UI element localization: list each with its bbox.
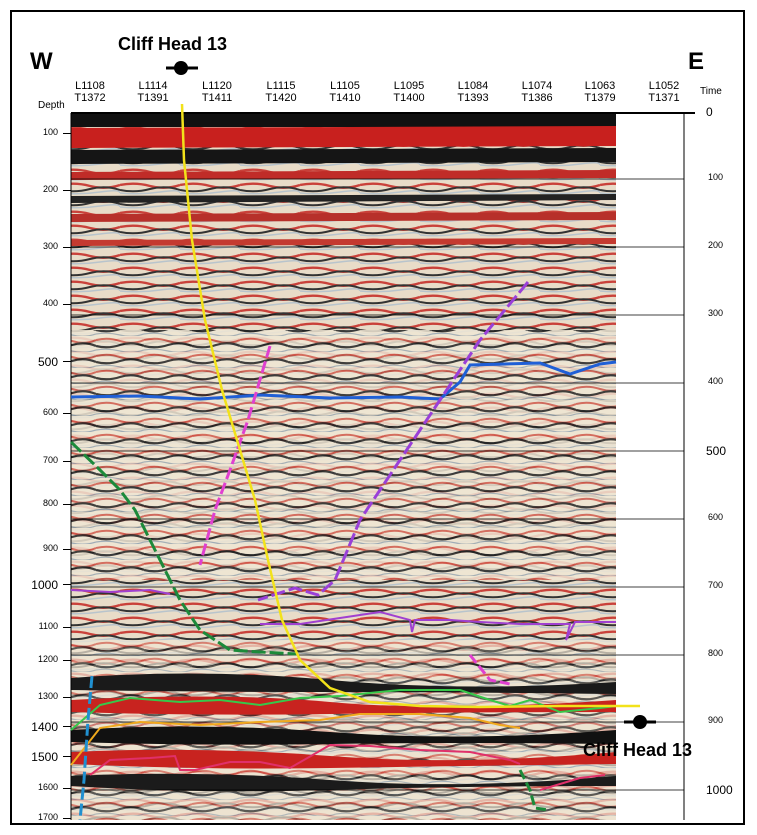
depth-tick-mark <box>63 361 71 362</box>
depth-tick-mark <box>63 697 71 698</box>
fault-pink-small <box>468 654 511 686</box>
column-trace-id: T1410 <box>329 92 361 104</box>
depth-tick-label: 1200 <box>37 654 58 664</box>
horizon-pink <box>89 743 521 776</box>
column-trace-id: T1372 <box>74 92 106 104</box>
depth-tick-mark <box>63 304 71 305</box>
fault-purple <box>257 281 530 602</box>
column-label: L1074 T1386 <box>512 80 562 104</box>
column-label: L1095 T1400 <box>384 80 434 104</box>
fault-green-small <box>518 769 549 812</box>
well-marker-bottom <box>624 715 656 729</box>
horizon-purple-2 <box>260 610 616 641</box>
depth-tick-label: 1600 <box>37 782 58 792</box>
column-trace-id: T1400 <box>393 92 425 104</box>
time-tick-label: 600 <box>708 512 724 522</box>
column-trace-id: T1386 <box>521 92 553 104</box>
blank-panel <box>616 113 684 820</box>
depth-tick-mark <box>63 660 71 661</box>
time-grid <box>71 178 684 791</box>
time-tick-label: 1000 <box>706 783 733 797</box>
depth-tick-mark <box>63 247 71 248</box>
horizon-purple-1 <box>70 588 171 595</box>
column-line-id: L1105 <box>330 80 360 92</box>
time-tick-label: 200 <box>708 240 724 250</box>
depth-tick-label: 100 <box>42 127 58 137</box>
fault-magenta <box>198 345 272 566</box>
depth-tick-mark <box>63 133 71 134</box>
horizon-orange <box>70 713 521 766</box>
column-line-id: L1095 <box>393 80 425 92</box>
time-tick-label: 0 <box>706 105 713 119</box>
depth-tick-mark <box>63 504 71 505</box>
well-label-bottom: Cliff Head 13 <box>583 740 693 760</box>
fault-green <box>69 440 297 656</box>
depth-tick-mark <box>63 788 71 789</box>
west-label: W <box>30 48 53 75</box>
depth-tick-label: 1500 <box>31 750 58 764</box>
depth-tick-mark <box>63 190 71 191</box>
column-line-id: L1063 <box>584 80 616 92</box>
time-tick-label: 700 <box>708 580 724 590</box>
depth-tick-label: 900 <box>42 543 58 553</box>
well-path <box>180 103 616 709</box>
column-label: L1114 T1391 <box>128 80 178 104</box>
east-label: E <box>688 48 705 75</box>
depth-tick-mark <box>63 413 71 414</box>
column-line-id: L1120 <box>202 80 232 92</box>
depth-tick-label: 300 <box>42 241 58 251</box>
column-label: L1115 T1420 <box>256 80 306 104</box>
column-trace-id: T1393 <box>457 92 489 104</box>
time-tick-label: 300 <box>708 308 724 318</box>
time-tick-label: 900 <box>708 715 724 725</box>
depth-tick-mark <box>63 461 71 462</box>
depth-tick-label: 1400 <box>31 720 58 734</box>
column-trace-id: T1391 <box>137 92 169 104</box>
column-label: L1052 T1371 <box>639 80 689 104</box>
fault-cyan <box>78 675 94 821</box>
depth-tick-label: 800 <box>42 498 58 508</box>
column-trace-id: T1411 <box>201 92 233 104</box>
column-label: L1120 T1411 <box>192 80 242 104</box>
depth-tick-label: 1000 <box>31 578 58 592</box>
seismic-image <box>71 113 616 820</box>
column-label: L1084 T1393 <box>448 80 498 104</box>
depth-tick-label: 600 <box>42 407 58 417</box>
depth-tick-label: 700 <box>42 455 58 465</box>
depth-tick-mark <box>63 627 71 628</box>
depth-tick-label: 200 <box>42 184 58 194</box>
depth-tick-label: 400 <box>42 298 58 308</box>
column-line-id: L1115 <box>266 80 296 92</box>
depth-axis-title: Depth <box>38 100 65 111</box>
column-line-id: L1074 <box>521 80 553 92</box>
depth-tick-label: 1300 <box>37 691 58 701</box>
time-axis-title: Time <box>700 86 722 97</box>
depth-tick-label: 500 <box>37 355 58 369</box>
column-trace-id: T1379 <box>584 92 616 104</box>
column-trace-id: T1371 <box>648 92 680 104</box>
depth-tick-mark <box>63 756 71 757</box>
column-trace-id: T1420 <box>265 92 297 104</box>
column-line-id: L1052 <box>648 80 680 92</box>
well-label-top: Cliff Head 13 <box>118 34 228 54</box>
horizon-pink-2 <box>539 774 606 791</box>
column-line-id: L1084 <box>457 80 489 92</box>
depth-tick-mark <box>63 549 71 550</box>
column-label: L1105 T1410 <box>320 80 370 104</box>
depth-tick-mark <box>63 726 71 727</box>
well-marker-top <box>166 61 198 75</box>
column-label: L1108 T1372 <box>65 80 115 104</box>
time-tick-label: 400 <box>708 376 724 386</box>
time-tick-label: 800 <box>708 648 724 658</box>
depth-tick-mark <box>63 584 71 585</box>
depth-tick-label: 1700 <box>37 812 58 822</box>
column-label: L1063 T1379 <box>575 80 625 104</box>
column-line-id: L1114 <box>138 80 168 92</box>
time-tick-label: 100 <box>708 172 724 182</box>
depth-tick-label: 1100 <box>38 621 58 631</box>
column-line-id: L1108 <box>75 80 105 92</box>
time-tick-label: 500 <box>706 444 727 458</box>
depth-tick-mark <box>63 818 71 819</box>
